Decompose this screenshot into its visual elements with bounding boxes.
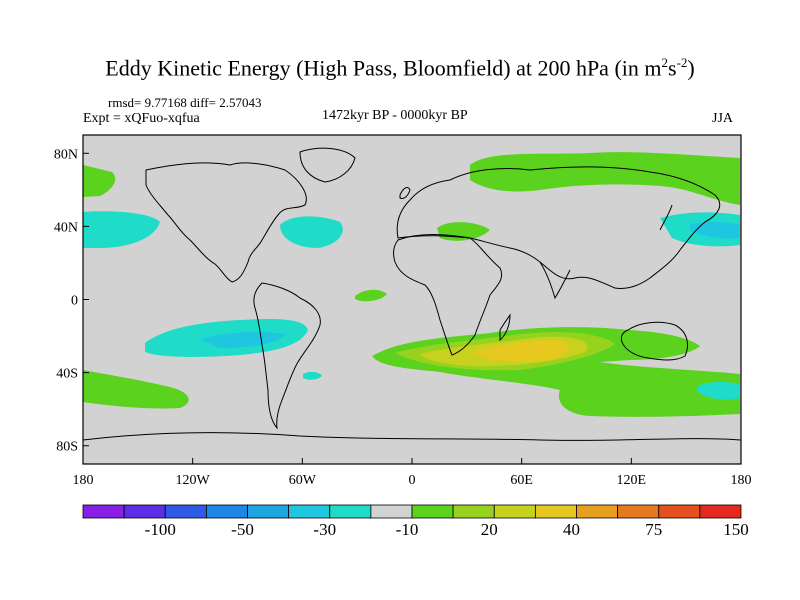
southern-indian-peak-region bbox=[470, 340, 569, 362]
south-atlantic-negative-region bbox=[303, 371, 322, 380]
lon-tick-label: 60E bbox=[510, 473, 533, 488]
lon-tick-label: 180 bbox=[73, 473, 94, 488]
equatorial-atlantic-positive-region bbox=[355, 289, 387, 302]
colorbar-swatch bbox=[411, 504, 454, 519]
coastline-south-america bbox=[253, 282, 321, 430]
coastlines bbox=[83, 147, 741, 441]
lon-tick-label: 60W bbox=[289, 473, 317, 488]
colorbar-swatch bbox=[617, 504, 660, 519]
north-pacific-negative-region bbox=[83, 211, 160, 248]
colorbar-swatch bbox=[534, 504, 577, 519]
lat-tick-label: 40S bbox=[56, 367, 78, 382]
colorbar bbox=[82, 504, 742, 519]
plot-title: Eddy Kinetic Energy (High Pass, Bloomfie… bbox=[105, 55, 695, 81]
lat-tick-label: 80S bbox=[56, 440, 78, 455]
colorbar-swatch bbox=[699, 504, 742, 519]
lon-tick-label: 120W bbox=[176, 473, 211, 488]
lat-tick-label: 80N bbox=[54, 147, 78, 162]
colorbar-swatch bbox=[658, 504, 701, 519]
north-atlantic-negative-region bbox=[280, 216, 343, 248]
colorbar-label: -50 bbox=[231, 520, 254, 539]
colorbar-swatch bbox=[164, 504, 207, 519]
colorbar-swatch bbox=[123, 504, 166, 519]
coastline-north-america bbox=[145, 162, 307, 283]
axis-ticks: 80N 40N 0 40S 80S 180 120W 60W 0 60E 120E 180 bbox=[54, 147, 752, 488]
north-pacific-positive-region bbox=[83, 165, 116, 197]
rmsd-diff-text: rmsd= 9.77168 diff= 2.57043 bbox=[108, 95, 262, 110]
southeast-pacific-negative-core bbox=[200, 332, 285, 348]
coastline-africa bbox=[393, 234, 503, 356]
coastline-greenland bbox=[299, 147, 356, 183]
anomaly-negative-mid bbox=[200, 221, 740, 348]
colorbar-label: -30 bbox=[313, 520, 337, 539]
coastline-india bbox=[539, 261, 571, 300]
colorbar-swatch bbox=[329, 504, 372, 519]
lon-tick-label: 180 bbox=[731, 473, 752, 488]
lat-tick-label: 40N bbox=[54, 220, 78, 235]
colorbar-label: 150 bbox=[723, 520, 749, 539]
colorbar-swatch bbox=[247, 504, 290, 519]
arctic-asia-positive-region bbox=[470, 152, 740, 205]
south-pacific-positive-region bbox=[83, 370, 189, 409]
colorbar-label: 75 bbox=[645, 520, 663, 539]
colorbar-swatch bbox=[82, 504, 125, 519]
coastline-madagascar bbox=[499, 313, 511, 342]
colorbar-swatch bbox=[205, 504, 248, 519]
lon-tick-label: 0 bbox=[409, 473, 416, 488]
northwest-pacific-negative-core bbox=[690, 221, 740, 239]
colorbar-swatch bbox=[493, 504, 536, 519]
coastline-antarctica bbox=[83, 432, 741, 441]
season-label: JJA bbox=[712, 111, 734, 126]
coastline-british-isles bbox=[399, 187, 411, 199]
anomaly-positive-peak bbox=[470, 340, 569, 362]
coastline-eurasia bbox=[396, 166, 721, 289]
colorbar-swatch bbox=[576, 504, 619, 519]
colorbar-label: -10 bbox=[395, 520, 419, 539]
colorbar-swatch bbox=[288, 504, 331, 519]
colorbar-label: -100 bbox=[144, 520, 176, 539]
coastline-australia bbox=[620, 321, 688, 361]
colorbar-swatch bbox=[452, 504, 495, 519]
coastline-japan bbox=[659, 204, 673, 231]
period-label: 1472kyr BP - 0000kyr BP bbox=[322, 108, 468, 123]
colorbar-label: 40 bbox=[563, 520, 580, 539]
colorbar-label: 20 bbox=[480, 520, 498, 539]
south-pacific-dateline-negative-region bbox=[698, 382, 740, 400]
lon-tick-label: 120E bbox=[617, 473, 647, 488]
colorbar-swatch bbox=[370, 504, 413, 519]
lat-tick-label: 0 bbox=[71, 294, 78, 309]
map-plot-area bbox=[83, 135, 741, 464]
experiment-label: Expt = xQFuo-xqfua bbox=[83, 111, 200, 126]
